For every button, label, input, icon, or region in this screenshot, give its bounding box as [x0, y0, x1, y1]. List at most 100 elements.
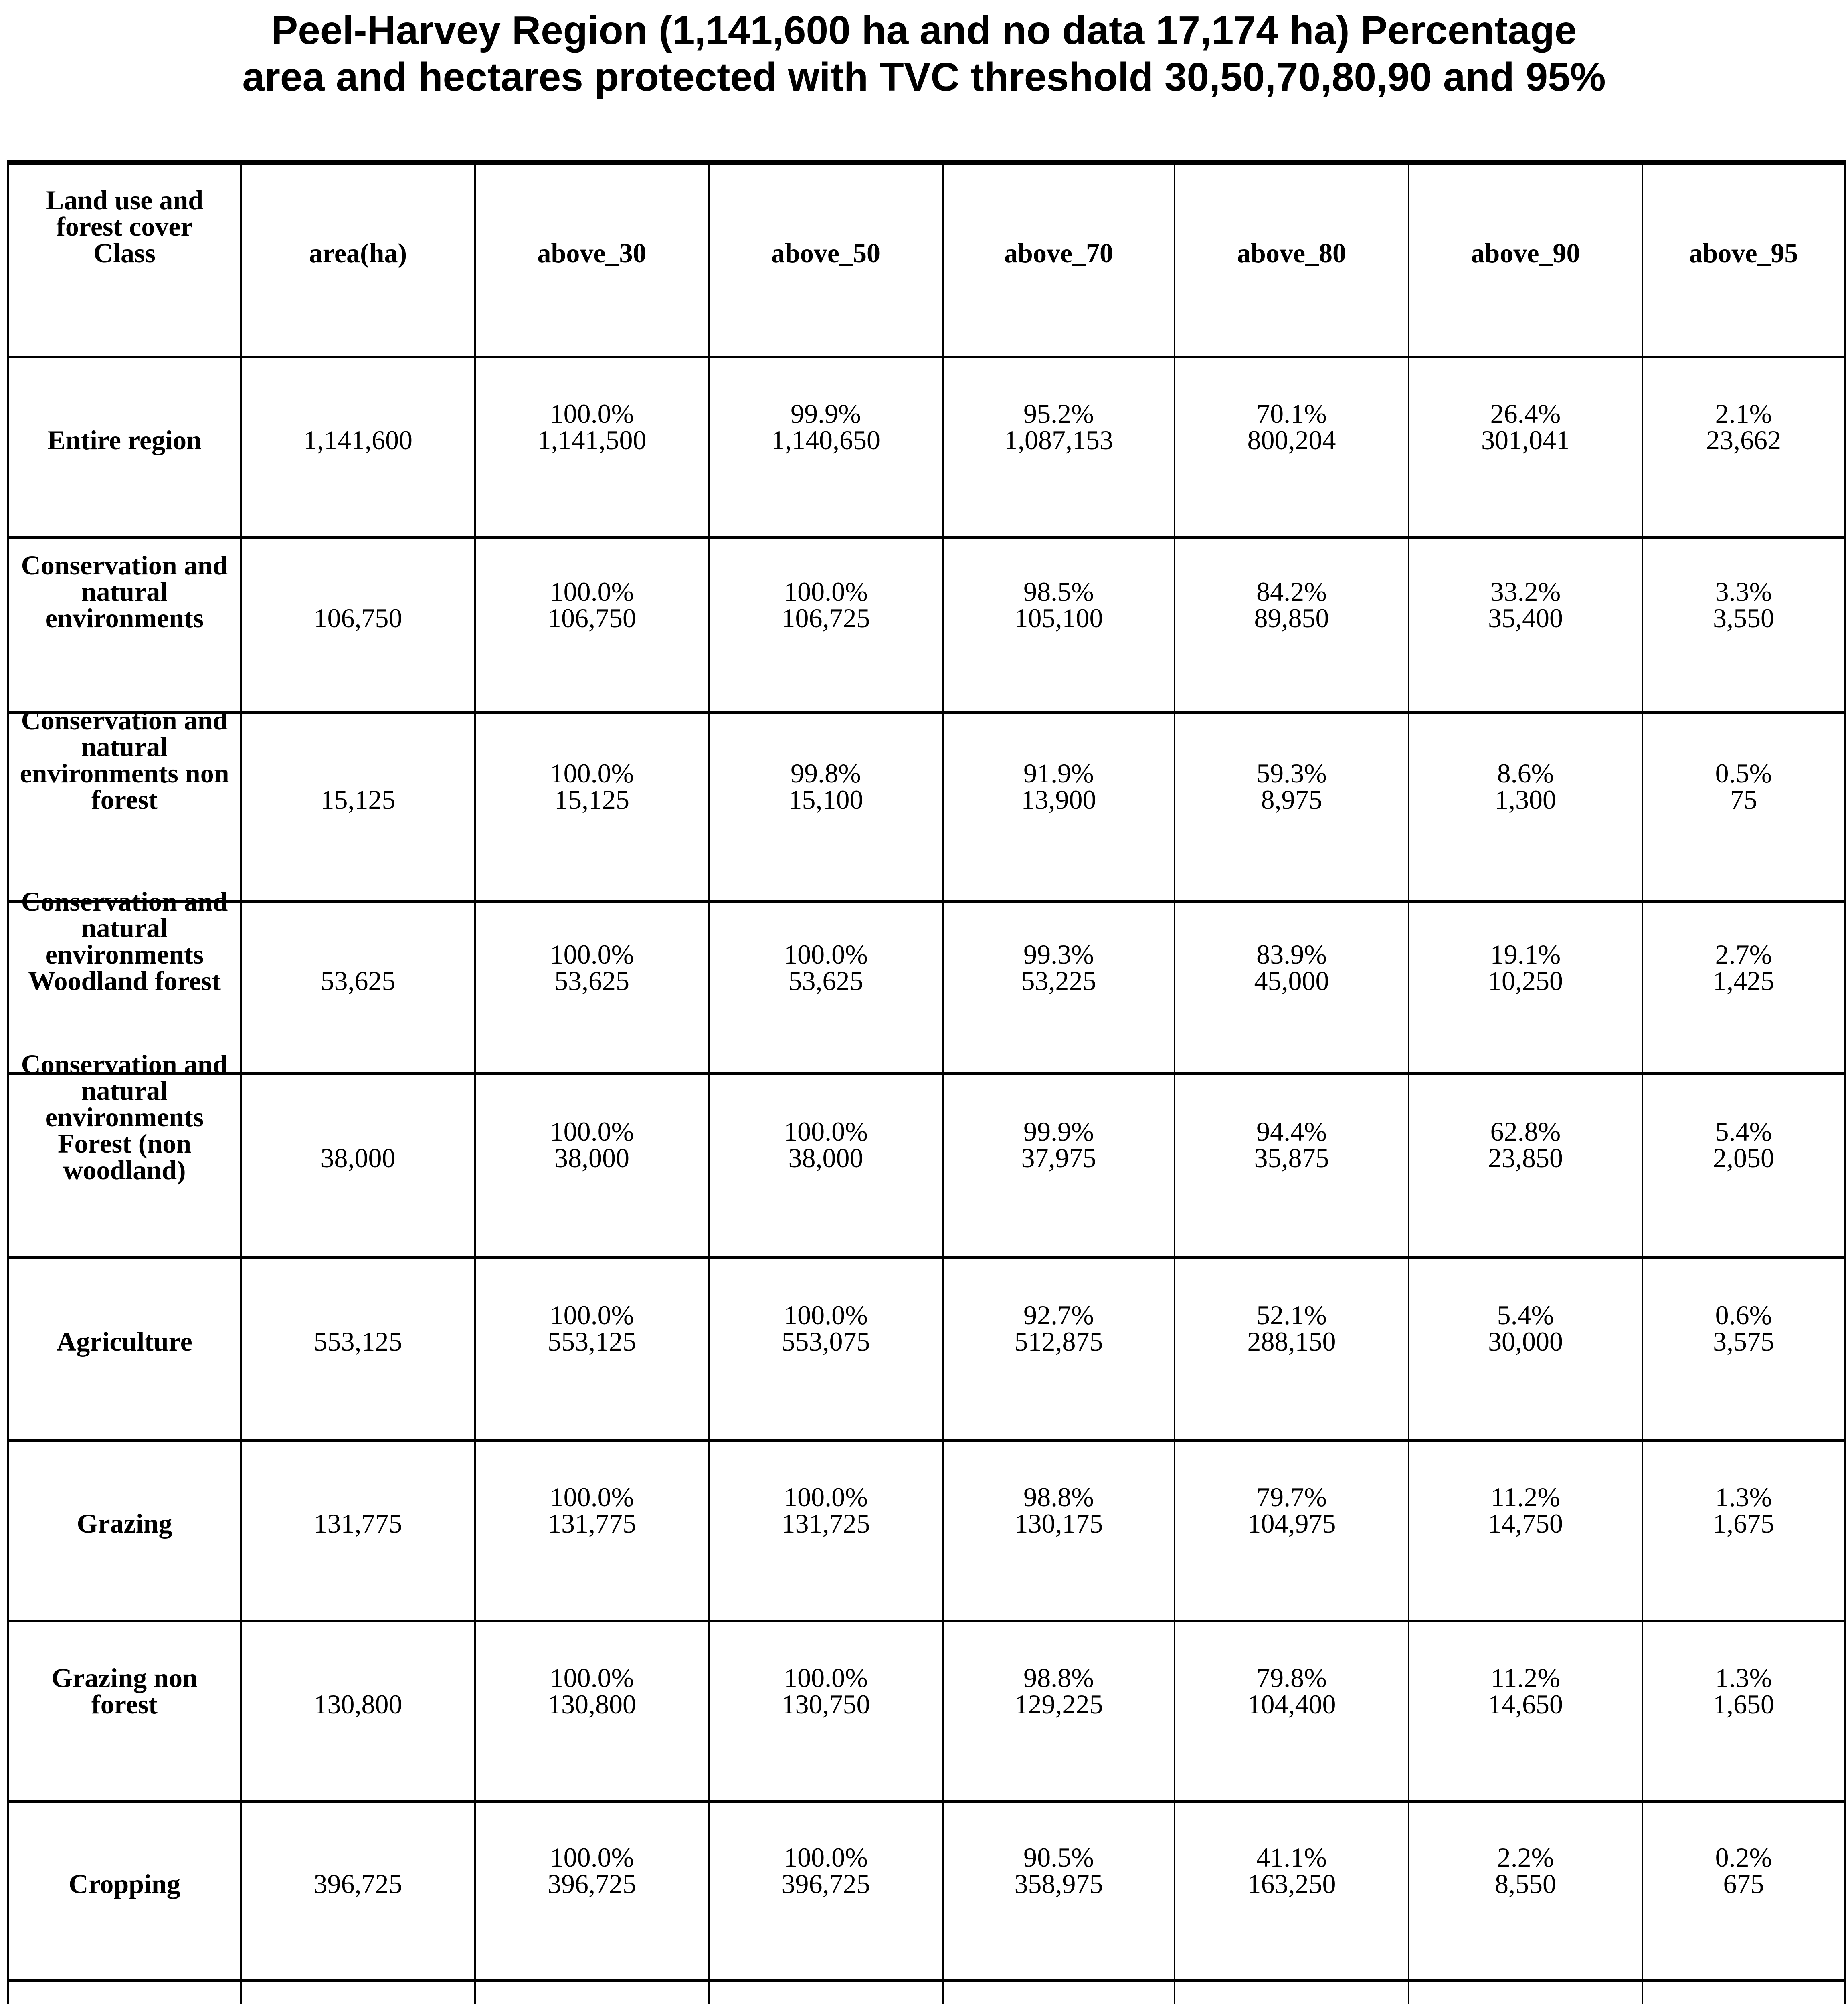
data-cell: 96.3%23,725: [944, 1982, 1175, 2004]
header-cell: above_80: [1175, 165, 1409, 358]
row-label: Agriculture: [57, 1326, 192, 1357]
data-cell: 80.9%19,925: [1175, 1982, 1409, 2004]
pct-value: 1.3%: [1715, 1662, 1772, 1693]
threshold-values: 0.5% 75: [1645, 760, 1842, 813]
data-cell: 91.9% 13,900: [944, 714, 1175, 903]
threshold-values: 100.0% 131,725: [711, 1483, 940, 1537]
pct-value: 99.9%: [791, 398, 861, 429]
threshold-values: 59.3% 8,975: [1177, 760, 1406, 813]
area-value: 53,625: [320, 966, 396, 996]
threshold-values: 91.9% 13,900: [945, 760, 1172, 813]
area-cell: 24,625: [242, 1982, 476, 2004]
ha-value: 38,000: [788, 1143, 863, 1174]
data-table: Land use and forest cover Class area(ha) a…: [7, 160, 1846, 2004]
data-cell: 100.0% 53,625: [710, 903, 944, 1075]
pct-value: 95.2%: [1023, 398, 1094, 429]
threshold-values: 70.1% 800,204: [1177, 400, 1406, 454]
area-cell: 1,141,600: [242, 358, 476, 539]
ha-value: 8,550: [1495, 1869, 1556, 1899]
ha-value: 23,850: [1488, 1143, 1563, 1174]
data-cell: 99.9% 1,140,650: [710, 358, 944, 539]
data-cell: 92.7% 512,875: [944, 1259, 1175, 1442]
area-value: 131,775: [313, 1508, 402, 1539]
data-cell: 0.5% 75: [1643, 714, 1844, 903]
threshold-values: 100.0% 130,800: [477, 1662, 706, 1718]
threshold-values: 92.7% 512,875: [945, 1301, 1172, 1355]
data-cell: 1.3% 1,675: [1643, 1442, 1844, 1622]
pct-value: 2.1%: [1715, 398, 1772, 429]
area-value: 106,750: [313, 603, 402, 634]
row-label-cell: Cropping: [9, 1803, 242, 1982]
data-cell: 84.2% 89,850: [1175, 539, 1409, 714]
area-cell: 15,125: [242, 714, 476, 903]
area-value: 1,141,600: [303, 425, 412, 456]
pct-value: 11.2%: [1490, 1482, 1561, 1513]
pct-value: 0.5%: [1715, 758, 1772, 788]
area-cell: 53,625: [242, 903, 476, 1075]
data-cell: 11.2% 14,750: [1409, 1442, 1643, 1622]
data-cell: 3.3% 3,550: [1643, 539, 1844, 714]
threshold-values: 100.0% 38,000: [477, 1118, 706, 1172]
threshold-values: 100.0% 130,750: [711, 1664, 940, 1718]
threshold-values: 62.8% 23,850: [1411, 1116, 1640, 1174]
data-cell: 100.0% 1,141,500: [476, 358, 710, 539]
threshold-values: 11.2% 14,750: [1411, 1482, 1640, 1537]
pct-value: 8.6%: [1497, 758, 1554, 788]
ha-value: 53,225: [1021, 966, 1096, 996]
threshold-values: 8.6% 1,300: [1411, 760, 1640, 813]
threshold-values: 98.8% 129,225: [945, 1664, 1172, 1718]
pct-value: 19.1%: [1490, 939, 1561, 970]
area-cell: 553,125: [242, 1259, 476, 1442]
ha-value: 553,125: [548, 1326, 636, 1357]
ha-value: 553,075: [781, 1326, 870, 1357]
threshold-values: 100.0% 53,625: [711, 941, 940, 994]
threshold-values: 2.2% 8,550: [1411, 1844, 1640, 1897]
data-cell: 99.3% 53,225: [944, 903, 1175, 1075]
data-cell: 100.0% 106,725: [710, 539, 944, 714]
pct-value: 98.8%: [1023, 1482, 1094, 1513]
data-cell: 0.6% 3,575: [1643, 1259, 1844, 1442]
pct-value: 99.9%: [1023, 1116, 1094, 1147]
header-cell: area(ha): [242, 165, 476, 358]
threshold-values: 100.0% 15,125: [477, 760, 706, 813]
threshold-values: 98.8% 130,175: [945, 1482, 1172, 1537]
ha-value: 396,725: [781, 1869, 870, 1899]
row-label-cell: Conservation and natural environments: [9, 539, 242, 714]
ha-value: 1,141,500: [537, 425, 647, 456]
area-value: 396,725: [313, 1869, 402, 1899]
pct-value: 100.0%: [784, 576, 868, 607]
area-cell: 396,725: [242, 1803, 476, 1982]
pct-value: 90.5%: [1023, 1842, 1094, 1873]
data-cell: 2.1% 23,662: [1643, 358, 1844, 539]
data-cell: 100.0% 130,750: [710, 1622, 944, 1803]
header-cell: Land use and forest cover Class: [9, 165, 242, 358]
data-cell: 19.1% 10,250: [1409, 903, 1643, 1075]
data-cell: 5.4% 30,000: [1409, 1259, 1643, 1442]
data-cell: 1.3% 1,650: [1643, 1622, 1844, 1803]
ha-value: 15,125: [554, 784, 629, 815]
pct-value: 100.0%: [550, 1662, 634, 1693]
pct-value: 0.6%: [1715, 1300, 1772, 1330]
header-cell: above_95: [1643, 165, 1844, 358]
pct-value: 62.8%: [1490, 1116, 1561, 1147]
pct-value: 100.0%: [550, 758, 634, 788]
row-label-cell: Grazing: [9, 1442, 242, 1622]
data-cell: 59.3% 8,975: [1175, 714, 1409, 903]
row-label-cell: Agriculture: [9, 1259, 242, 1442]
area-value: 15,125: [320, 784, 396, 815]
data-cell: 100.0% 131,775: [476, 1442, 710, 1622]
pct-value: 2.7%: [1715, 939, 1772, 970]
pct-value: 100.0%: [550, 576, 634, 607]
data-cell: 100.0% 396,725: [710, 1803, 944, 1982]
threshold-values: 1.3% 1,675: [1645, 1483, 1842, 1537]
threshold-values: 2.7% 1,425: [1645, 941, 1842, 994]
threshold-values: 5.4% 2,050: [1645, 1118, 1842, 1172]
header-cell: above_30: [476, 165, 710, 358]
header-label: above_90: [1471, 237, 1580, 268]
row-label-cell: Conservation and natural environments no…: [9, 707, 242, 903]
threshold-values: 41.1% 163,250: [1177, 1844, 1406, 1897]
ha-value: 301,041: [1481, 425, 1570, 456]
data-cell: 100.0%24,625: [710, 1982, 944, 2004]
threshold-values: 52.1% 288,150: [1177, 1301, 1406, 1355]
